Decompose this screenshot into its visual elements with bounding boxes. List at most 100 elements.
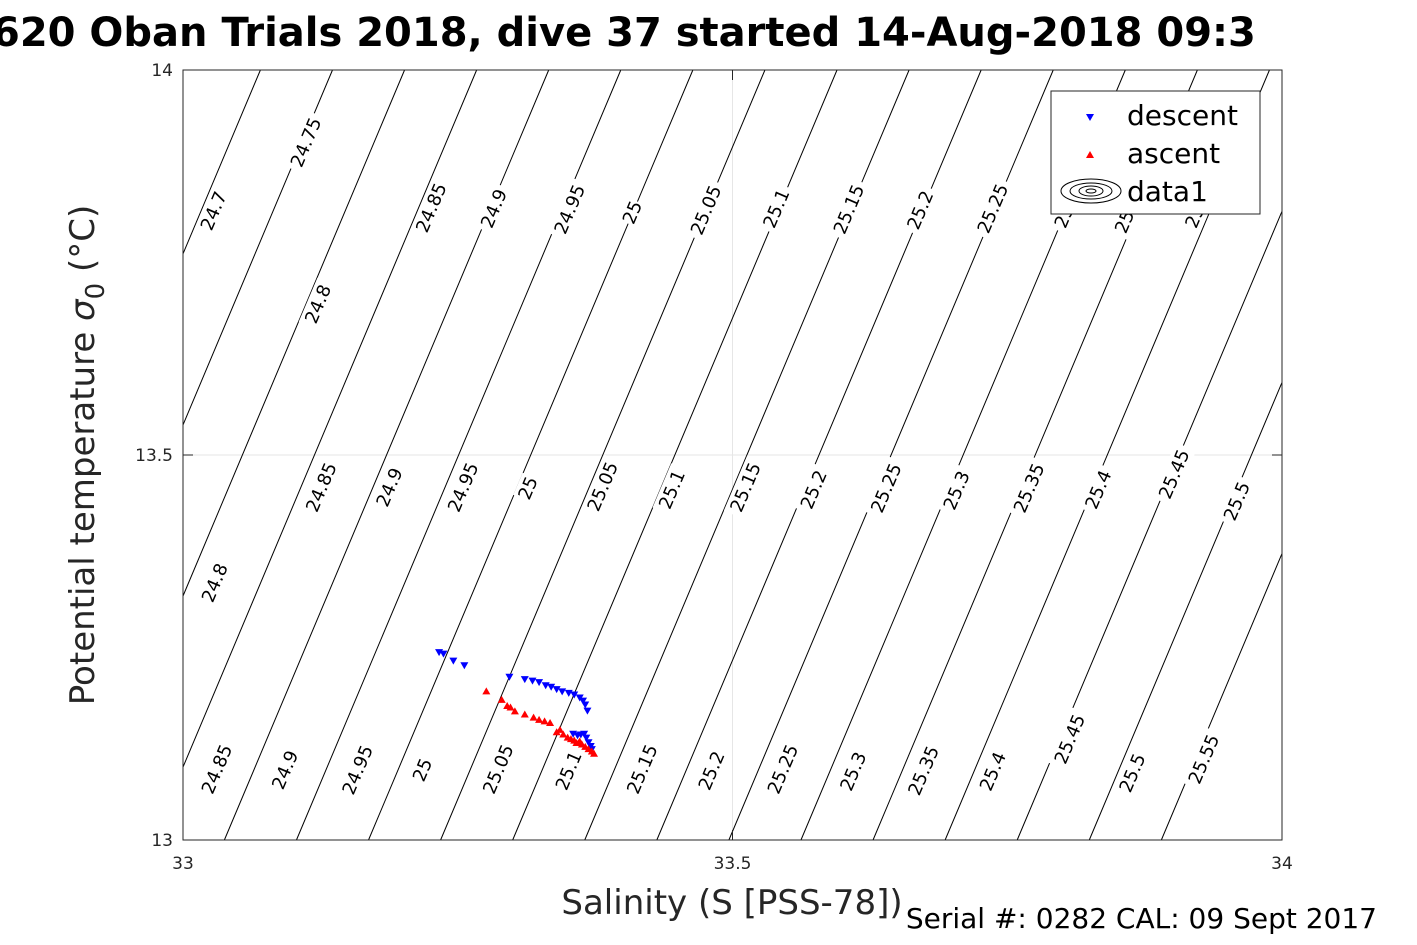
isopycnal-line <box>1160 553 1283 841</box>
contour-label-bg <box>298 277 338 331</box>
contour-label-bg <box>195 556 235 610</box>
ascent-point <box>506 703 515 711</box>
contour-label-bg <box>937 464 977 517</box>
contour-label-bg <box>1152 442 1197 507</box>
contour-label-bg <box>1078 463 1118 517</box>
legend-data1-label: data1 <box>1127 175 1208 208</box>
y-tick-label: 14 <box>151 61 173 81</box>
legend-box <box>1050 90 1261 215</box>
ascent-point <box>559 730 568 738</box>
contour-label-bg <box>335 738 380 802</box>
descent-point <box>505 673 514 681</box>
y-axis-label: Potential temperature σ0 (°C) <box>63 205 111 705</box>
contour-label-bg <box>1113 746 1153 800</box>
axis-ticks: 33 33.5 34 13 13.5 14 <box>135 61 1293 874</box>
ascent-point <box>520 710 529 718</box>
descent-point <box>520 676 529 684</box>
ascent-point <box>510 707 519 715</box>
legend-descent-label: descent <box>1127 99 1238 132</box>
grid-lines <box>183 70 1282 840</box>
contour-label-bg <box>1217 474 1257 528</box>
ascent-point <box>497 695 506 703</box>
contour-label-bg <box>474 182 514 235</box>
descent-point <box>547 683 556 691</box>
data-points <box>435 649 599 757</box>
contour-label-bg <box>1048 707 1092 772</box>
contour-label-bg <box>756 182 796 235</box>
contour-label-bg <box>827 177 871 242</box>
ascent-point <box>546 718 555 726</box>
descent-point <box>439 650 448 658</box>
x-tick-label: 33 <box>172 854 194 874</box>
isopycnal-line <box>1088 382 1283 841</box>
contour-label-bg <box>761 737 805 802</box>
chart-title: 620 Oban Trials 2018, dive 37 started 14… <box>0 10 1256 56</box>
ascent-point <box>529 713 538 721</box>
contour-label-bg <box>284 110 328 175</box>
contour-label-bg <box>971 176 1015 241</box>
legend-ascent-marker <box>1086 151 1094 158</box>
descent-point <box>535 679 544 687</box>
x-axis-label: Salinity (S [PSS-78]) <box>561 883 902 923</box>
isopycnal-line <box>182 69 261 254</box>
descent-point <box>580 730 589 738</box>
contour-label-bg <box>265 743 305 797</box>
ascent-point <box>590 749 599 757</box>
ascent-point <box>482 687 491 695</box>
contour-label-bg <box>409 175 454 240</box>
descent-point <box>558 688 567 696</box>
contour-label-bg <box>549 744 589 798</box>
contour-label-bg <box>620 737 665 802</box>
contour-label-bg <box>692 744 732 798</box>
contour-label-bg <box>370 460 410 514</box>
y-tick-label: 13.5 <box>135 446 173 466</box>
contour-label-bg <box>1007 456 1052 521</box>
descent-point <box>460 662 469 670</box>
contour-label-bg <box>580 454 625 519</box>
descent-point <box>582 734 591 742</box>
legend-descent-marker <box>1086 114 1094 121</box>
ascent-point <box>555 725 564 733</box>
contour-label-bg <box>900 183 940 237</box>
serial-calibration-note: Serial #: 0282 CAL: 09 Sept 2017 <box>906 902 1377 935</box>
contour-label-bg <box>833 745 873 798</box>
contour-label-bg <box>864 456 909 521</box>
y-tick-label: 13 <box>151 831 173 851</box>
ascent-point <box>535 715 544 723</box>
descent-point <box>528 677 537 685</box>
descent-point <box>449 657 458 665</box>
contour-label-bg <box>794 463 834 517</box>
descent-point <box>584 739 593 747</box>
contour-label-bg <box>548 177 592 242</box>
contour-label-bg <box>194 184 234 238</box>
legend-data1-marker <box>1060 178 1122 204</box>
contour-label-bg <box>723 455 768 520</box>
contour-label-bg <box>684 178 728 243</box>
isopycnal-line <box>182 69 478 768</box>
contour-label-bg <box>195 737 239 802</box>
ascent-point <box>540 717 549 725</box>
contour-label-bg <box>652 463 692 517</box>
descent-point <box>579 697 588 705</box>
descent-point <box>581 701 590 709</box>
x-tick-label: 33.5 <box>714 854 752 874</box>
isopycnal-line <box>368 69 694 841</box>
contour-label-bg <box>476 737 521 802</box>
ascent-point <box>572 738 581 746</box>
contour-label-bg <box>441 455 486 520</box>
contour-label-bg <box>901 738 946 803</box>
contour-label-bg <box>299 455 344 520</box>
contour-label-bg <box>617 197 648 228</box>
contour-label-bg <box>513 472 543 504</box>
legend-ascent-label: ascent <box>1127 137 1220 170</box>
contour-label-bg <box>407 754 438 786</box>
descent-point <box>552 686 561 694</box>
x-tick-label: 34 <box>1271 854 1293 874</box>
contour-label-bg <box>1182 727 1226 792</box>
contour-label-bg <box>973 745 1013 798</box>
descent-point <box>583 707 592 715</box>
descent-point <box>570 691 579 699</box>
isopycnal-line <box>182 69 406 597</box>
legend: descent ascent data1 <box>1050 90 1261 215</box>
